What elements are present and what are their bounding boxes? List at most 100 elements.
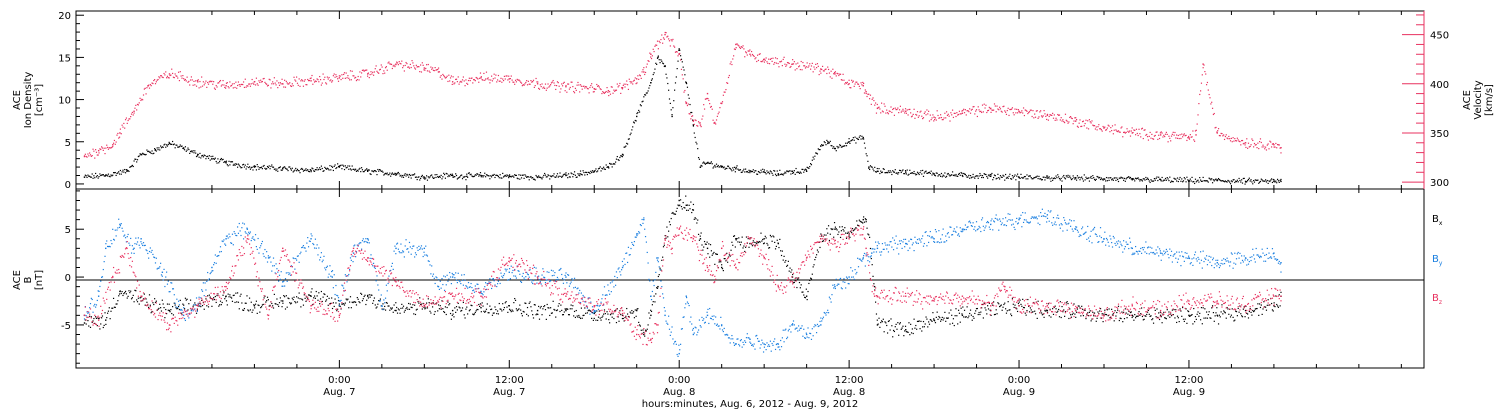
scatter-dot-0-119 [185,150,187,152]
scatter-dot-2-947 [893,330,896,333]
scatter-dot-2-1394 [1276,303,1278,306]
scatter-dot-0-45 [122,169,124,171]
scatter-dot-1-559 [561,85,564,87]
scatter-dot-3-242 [290,265,293,267]
scatter-dot-0-202 [256,164,258,166]
scatter-dot-0-802 [769,170,772,172]
scatter-dot-0-512 [521,174,523,176]
scatter-dot-0-710 [691,111,693,114]
scatter-dot-0-813 [779,169,781,171]
scatter-dot-2-153 [214,295,216,298]
scatter-dot-1-1000 [939,117,941,119]
scatter-dot-2-348 [381,308,383,310]
scatter-dot-1-507 [517,79,519,81]
data-point-2-46 [933,319,935,321]
data-point-3-55 [990,223,992,226]
scatter-dot-3-221 [272,257,275,259]
scatter-dot-1-997 [936,110,938,112]
scatter-dot-0-787 [756,173,759,175]
scatter-dot-0-702 [684,74,686,76]
scatter-dot-3-312 [350,259,352,261]
scatter-dot-1-207 [260,81,263,83]
scatter-dot-3-222 [273,265,275,267]
scatter-dot-3-82 [154,256,156,259]
scatter-dot-2-740 [716,253,718,256]
scatter-dot-2-183 [240,293,242,295]
scatter-dot-1-1274 [1173,134,1175,136]
scatter-dot-1-400 [425,64,428,66]
scatter-dot-1-1352 [1240,144,1242,146]
scatter-dot-0-973 [916,173,918,176]
scatter-dot-3-46 [123,235,125,237]
scatter-dot-1-580 [579,84,582,86]
scatter-dot-1-1054 [985,104,987,106]
scatter-dot-1-288 [330,79,332,81]
data-point-3-56 [1018,218,1020,221]
scatter-dot-1-1254 [1156,131,1158,133]
scatter-dot-2-625 [618,320,620,322]
scatter-dot-0-687 [671,114,673,116]
scatter-dot-0-516 [525,175,527,177]
scatter-dot-1-992 [932,114,934,116]
scatter-dot-1-1269 [1169,137,1171,139]
data-point-1-6 [168,73,171,75]
scatter-dot-2-511 [520,312,523,315]
scatter-dot-0-965 [909,169,911,171]
scatter-dot-2-1071 [999,305,1002,307]
scatter-dot-2-1257 [1158,318,1161,321]
scatter-dot-0-1042 [975,175,977,177]
scatter-dot-0-294 [335,167,337,170]
scatter-dot-0-376 [405,175,407,177]
scatter-dot-0-269 [313,170,316,172]
scatter-dot-0-1088 [1014,174,1016,176]
scatter-dot-2-330 [366,299,368,301]
scatter-dot-0-391 [418,176,420,178]
scatter-dot-0-1394 [1276,182,1278,184]
scatter-dot-1-362 [393,64,395,66]
scatter-dot-2-520 [528,302,530,304]
scatter-dot-1-1396 [1277,144,1280,146]
scatter-dot-0-1281 [1179,176,1181,179]
scatter-dot-1-920 [870,103,872,105]
scatter-dot-0-1081 [1008,175,1010,177]
scatter-dot-0-905 [857,138,860,141]
scatter-dot-1-1174 [1087,128,1090,130]
scatter-dot-2-842 [804,296,806,298]
scatter-dot-1-1211 [1119,131,1121,133]
scatter-dot-0-954 [899,169,902,172]
scatter-dot-2-1214 [1122,321,1124,323]
scatter-dot-2-323 [360,292,362,294]
scatter-dot-0-576 [576,176,578,178]
scatter-dot-0-862 [821,144,823,146]
scatter-dot-2-61 [136,299,138,301]
scatter-dot-3-61 [136,243,138,245]
scatter-dot-1-368 [398,61,400,63]
scatter-dot-0-1390 [1272,178,1274,181]
scatter-dot-2-663 [650,310,653,313]
scatter-dot-1-774 [745,52,748,54]
scatter-dot-0-851 [811,159,813,161]
scatter-dot-2-752 [727,261,729,263]
scatter-dot-3-311 [349,257,352,259]
scatter-dot-2-1286 [1183,320,1185,323]
scatter-dot-0-977 [919,171,921,174]
scatter-dot-2-822 [786,264,789,266]
scatter-dot-2-557 [560,304,562,306]
scatter-dot-0-356 [388,173,390,176]
scatter-dot-0-1329 [1220,180,1222,182]
scatter-dot-2-555 [558,303,560,305]
scatter-dot-1-154 [215,84,217,87]
scatter-dot-1-1319 [1211,107,1214,109]
scatter-dot-0-174 [232,164,234,166]
scatter-dot-1-670 [656,40,659,42]
scatter-dot-1-694 [677,55,679,57]
scatter-dot-1-1122 [1043,109,1045,112]
scatter-dot-0-986 [927,172,929,174]
scatter-dot-2-64 [138,303,140,305]
scatter-dot-2-241 [290,303,292,305]
data-point-3-61 [1159,252,1162,254]
scatter-dot-0-425 [447,175,449,178]
scatter-dot-1-66 [140,99,142,102]
scatter-dot-0-429 [450,174,452,177]
